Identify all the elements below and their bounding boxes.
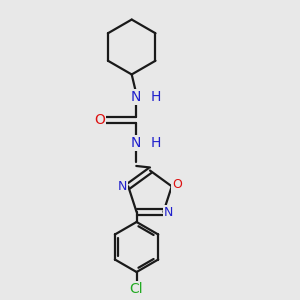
Text: H: H: [151, 90, 161, 104]
Text: H: H: [151, 136, 161, 150]
Text: N: N: [118, 181, 128, 194]
Text: N: N: [131, 90, 142, 104]
Text: N: N: [131, 136, 142, 150]
Text: N: N: [164, 206, 174, 219]
Text: Cl: Cl: [130, 282, 143, 296]
Text: O: O: [172, 178, 182, 191]
Text: O: O: [94, 113, 105, 127]
